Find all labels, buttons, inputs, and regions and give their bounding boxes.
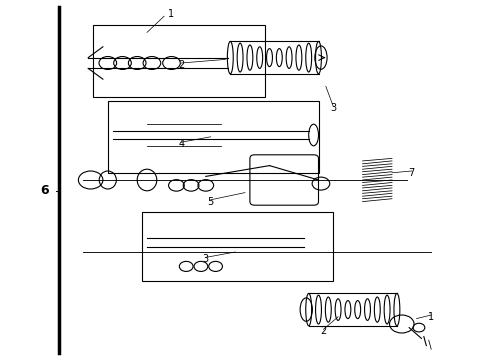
Text: 6: 6 xyxy=(40,184,49,197)
Text: 4: 4 xyxy=(178,139,184,149)
Text: 1: 1 xyxy=(169,9,174,19)
Text: 7: 7 xyxy=(409,168,415,178)
Text: 2: 2 xyxy=(178,60,184,70)
Text: 3: 3 xyxy=(203,254,209,264)
Text: 5: 5 xyxy=(208,197,214,207)
Text: 3: 3 xyxy=(330,103,336,113)
Text: 2: 2 xyxy=(320,326,326,336)
Text: 1: 1 xyxy=(428,312,434,322)
